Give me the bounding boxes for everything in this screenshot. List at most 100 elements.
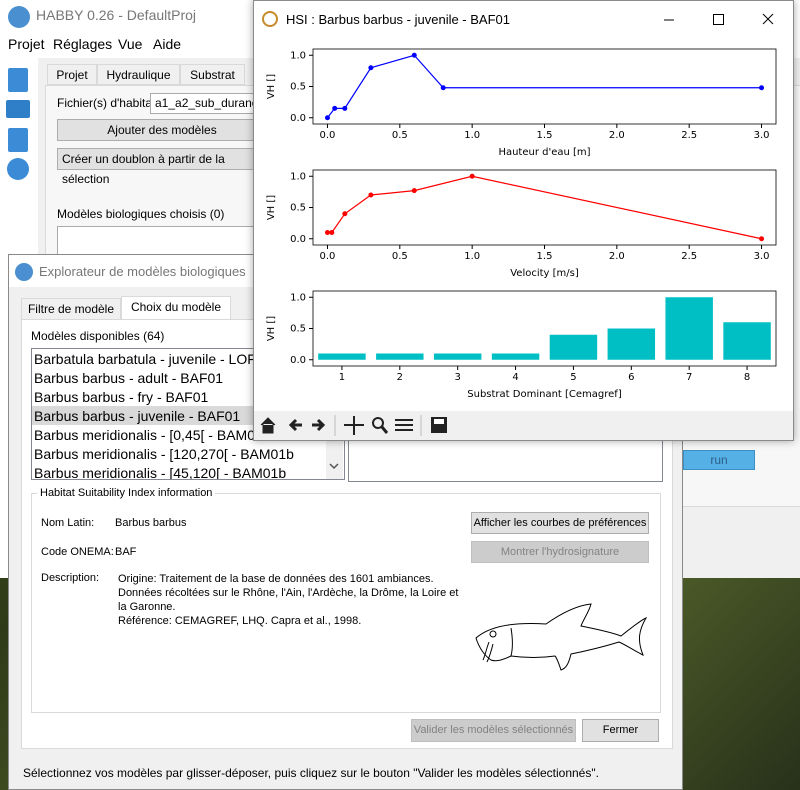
list-item[interactable]: Barbus barbus - adult - BAF01 [34, 370, 224, 386]
data-point [368, 65, 374, 71]
window-title: HABBY 0.26 - DefaultProj [36, 7, 197, 23]
x-tick-label: 7 [686, 372, 692, 383]
x-tick-label: 6 [628, 372, 634, 383]
menu-item[interactable]: Aide [153, 36, 182, 52]
label: Nom Latin: [41, 517, 95, 529]
data-point [411, 188, 417, 194]
data-point [469, 173, 475, 179]
label: Fichier(s) d'habitat [57, 96, 156, 110]
run-button[interactable]: run [683, 450, 755, 470]
x-tick-label: 3.0 [754, 251, 770, 262]
label: Description: [41, 572, 100, 584]
y-tick-label: 0.5 [290, 82, 306, 93]
x-axis-label: Velocity [m/s] [510, 268, 579, 279]
x-tick-label: 5 [570, 372, 576, 383]
hsi-window: HSI : Barbus barbus - juvenile - BAF01 0… [253, 0, 794, 441]
data-point [759, 236, 765, 242]
toolbar-icon[interactable] [7, 158, 29, 180]
scroll-arrow[interactable] [328, 461, 340, 471]
x-axis-label: Substrat Dominant [Cemagref] [467, 389, 622, 400]
data-point [440, 85, 446, 91]
y-axis-label: VH [] [266, 74, 277, 99]
x-tick-label: 4 [512, 372, 518, 383]
fish-drawing [475, 603, 648, 671]
x-tick-label: 2.0 [609, 251, 625, 262]
y-tick-label: 0.5 [290, 203, 306, 214]
tab[interactable]: Hydraulique [97, 64, 180, 85]
label: Modèles disponibles (64) [31, 329, 165, 343]
menu-item[interactable]: Vue [118, 36, 143, 52]
group-title: Habitat Suitability Index information [37, 487, 216, 499]
bar [491, 353, 540, 360]
list-item[interactable]: Barbus barbus - fry - BAF01 [34, 389, 209, 405]
bar [318, 353, 366, 360]
x-tick-label: 0.0 [320, 251, 336, 262]
data-point [759, 85, 765, 91]
bar [723, 322, 771, 360]
data-point [411, 52, 417, 58]
plot-toolbar [254, 411, 793, 440]
bar [665, 297, 713, 360]
button[interactable]: Afficher les courbes de préférences [471, 512, 649, 534]
toolbar-icons[interactable] [254, 411, 464, 440]
data-point [332, 105, 338, 111]
data-point [329, 230, 335, 235]
list-item[interactable]: Barbus barbus - juvenile - BAF01 [34, 408, 241, 424]
toolbar-icon[interactable] [8, 68, 28, 92]
list-item[interactable]: Barbatula barbatula - juvenile - LOF01 [34, 351, 272, 367]
x-tick-label: 3.0 [754, 130, 770, 141]
axes-frame [312, 290, 777, 367]
menu-item[interactable]: Réglages [53, 36, 113, 52]
y-tick-label: 0.0 [290, 113, 306, 124]
window-controls[interactable] [654, 9, 784, 29]
data-point [342, 105, 348, 111]
description-line: Origine: Traitement de la base de donnée… [118, 573, 434, 585]
y-tick-label: 0.0 [290, 234, 306, 245]
toolbar-icon[interactable] [8, 128, 28, 152]
x-tick-label: 1.5 [537, 130, 553, 141]
y-tick-label: 0.0 [290, 355, 306, 366]
app-icon [8, 6, 30, 28]
data-point [368, 192, 374, 198]
button[interactable]: Créer un doublon à partir de la sélectio… [57, 148, 267, 186]
x-axis-label: Hauteur d'eau [m] [498, 147, 590, 158]
status-text: Sélectionnez vos modèles par glisser-dép… [23, 766, 599, 780]
menu-item[interactable]: Projet [8, 36, 45, 52]
window-icon [262, 11, 278, 27]
list-item[interactable]: Barbus meridionalis - [0,45[ - BAM01b [34, 427, 271, 443]
button[interactable]: Fermer [582, 719, 659, 742]
y-tick-label: 1.0 [290, 171, 306, 182]
description-line: Référence: CEMAGREF, LHQ. Capra et al., … [118, 615, 362, 627]
y-axis-label: VH [] [266, 195, 277, 220]
data-point [324, 115, 330, 121]
app-icon [15, 263, 33, 281]
button: Montrer l'hydrosignature [471, 541, 649, 563]
button[interactable]: Ajouter des modèles [57, 119, 267, 141]
x-tick-label: 0.0 [320, 130, 336, 141]
x-tick-label: 1.0 [464, 251, 480, 262]
x-tick-label: 2 [397, 372, 403, 383]
button: Valider les modèles sélectionnés [411, 719, 576, 742]
bar [549, 334, 598, 360]
window-title: Explorateur de modèles biologiques [39, 264, 246, 279]
list-item[interactable]: Barbus meridionalis - [45,120[ - BAM01b [34, 465, 287, 480]
x-tick-label: 0.5 [392, 251, 408, 262]
x-tick-label: 1.5 [537, 251, 553, 262]
axes-frame [312, 48, 777, 125]
tab[interactable]: Filtre de modèle [21, 298, 121, 320]
y-axis-label: VH [] [266, 316, 277, 341]
toolbar-icon[interactable] [6, 100, 30, 118]
combo-box[interactable]: a1_a2_sub_durance_ [150, 93, 271, 114]
selection [32, 406, 326, 425]
label: Code ONEMA: [41, 546, 114, 558]
x-tick-label: 3 [455, 372, 461, 383]
list-item[interactable]: Barbus meridionalis - [120,270[ - BAM01b [34, 446, 294, 462]
tab[interactable]: Substrat [180, 64, 245, 85]
hsi-figure: 0.0 0.5 1.0 0.0 0.5 1.0 1.5 2.0 2.5 3.0 Hauteur d'… [266, 48, 777, 400]
tab[interactable]: Choix du modèle [121, 296, 231, 320]
tab[interactable]: Projet [47, 64, 97, 85]
data-line [327, 175, 762, 240]
value: Barbus barbus [115, 517, 187, 529]
